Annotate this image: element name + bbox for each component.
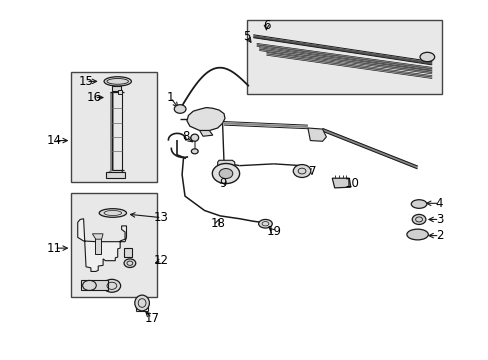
Ellipse shape bbox=[419, 52, 434, 62]
Text: 2: 2 bbox=[435, 229, 443, 242]
Bar bbox=[118, 90, 122, 94]
Ellipse shape bbox=[293, 165, 310, 177]
Ellipse shape bbox=[406, 229, 427, 240]
Ellipse shape bbox=[190, 134, 198, 141]
Text: 4: 4 bbox=[435, 197, 443, 210]
Polygon shape bbox=[78, 219, 126, 271]
Text: 9: 9 bbox=[218, 177, 226, 190]
Ellipse shape bbox=[104, 77, 131, 86]
Bar bbox=[123, 248, 132, 257]
Bar bbox=[95, 235, 101, 253]
Ellipse shape bbox=[212, 163, 239, 184]
Bar bbox=[81, 280, 108, 291]
Polygon shape bbox=[331, 178, 350, 188]
Text: 7: 7 bbox=[308, 165, 316, 177]
Ellipse shape bbox=[99, 209, 126, 217]
Text: 14: 14 bbox=[47, 134, 61, 147]
Bar bbox=[71, 72, 157, 182]
Text: 13: 13 bbox=[154, 211, 169, 224]
Bar bbox=[112, 86, 121, 91]
Bar bbox=[105, 172, 125, 178]
Text: 6: 6 bbox=[262, 19, 270, 32]
Text: 18: 18 bbox=[210, 216, 224, 230]
Ellipse shape bbox=[411, 215, 425, 225]
Text: 12: 12 bbox=[154, 254, 169, 267]
Ellipse shape bbox=[219, 168, 232, 179]
Ellipse shape bbox=[174, 105, 185, 113]
Text: 3: 3 bbox=[435, 213, 442, 226]
Text: 15: 15 bbox=[79, 75, 93, 88]
Polygon shape bbox=[186, 108, 224, 131]
Polygon shape bbox=[199, 131, 212, 136]
Ellipse shape bbox=[258, 220, 272, 228]
Ellipse shape bbox=[103, 279, 121, 292]
Text: 16: 16 bbox=[87, 91, 102, 104]
Ellipse shape bbox=[410, 200, 426, 208]
Ellipse shape bbox=[135, 295, 149, 311]
Text: 8: 8 bbox=[182, 130, 189, 144]
Ellipse shape bbox=[124, 259, 136, 267]
Bar bbox=[71, 193, 157, 297]
Text: 11: 11 bbox=[47, 242, 61, 255]
Polygon shape bbox=[92, 234, 103, 239]
Text: 17: 17 bbox=[144, 311, 159, 325]
Bar bbox=[246, 21, 441, 94]
Polygon shape bbox=[217, 160, 234, 166]
Text: 1: 1 bbox=[166, 91, 174, 104]
Polygon shape bbox=[307, 128, 326, 141]
Ellipse shape bbox=[191, 149, 198, 154]
Text: 10: 10 bbox=[344, 177, 359, 190]
Text: 5: 5 bbox=[243, 30, 250, 43]
Text: 19: 19 bbox=[265, 225, 281, 238]
